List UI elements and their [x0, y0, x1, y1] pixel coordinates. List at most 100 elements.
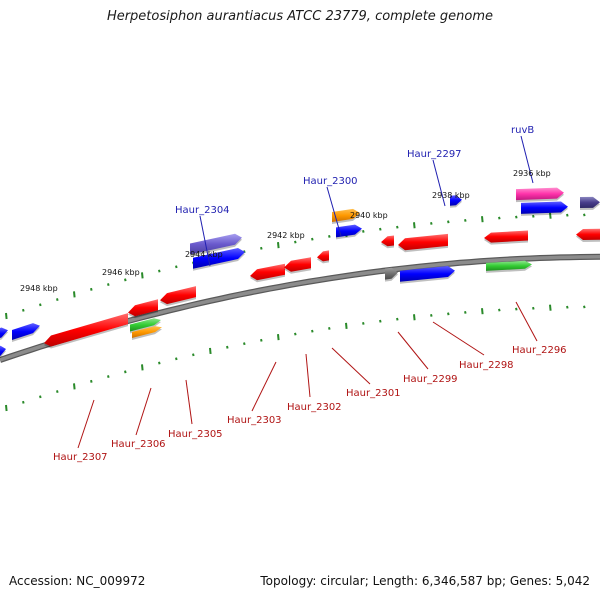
leader-line	[305, 353, 311, 398]
gene-blue-edge-a[interactable]	[0, 327, 8, 342]
scale-tick	[566, 305, 569, 309]
gene-gray[interactable]	[385, 267, 398, 282]
scale-tick	[464, 219, 467, 222]
gene-label-bottom: Haur_2306	[111, 439, 166, 450]
gene-haur-2302[interactable]	[284, 257, 311, 274]
gene-arrow	[484, 230, 528, 243]
gene-red-b[interactable]	[128, 299, 158, 319]
gene-label-leaders	[77, 135, 538, 449]
gene-haur-2300-b[interactable]	[336, 224, 362, 240]
scale-tick	[362, 230, 365, 233]
topology-value: circular	[320, 574, 365, 588]
scale-tick	[396, 317, 399, 321]
scale-tick	[226, 345, 229, 349]
gene-arrow	[336, 224, 362, 238]
scale-tick	[379, 319, 382, 323]
scale-tick	[430, 314, 433, 317]
leader-line	[515, 301, 538, 342]
scale-tick	[141, 364, 144, 371]
scale-tick	[5, 404, 8, 412]
scale-tick	[175, 357, 178, 361]
gene-label-top: ruvB	[511, 125, 534, 136]
gene-haur-2304-a[interactable]	[190, 233, 242, 257]
gene-haur-2304-b[interactable]	[193, 248, 245, 271]
scale-track-lower	[5, 304, 586, 412]
scale-tick	[141, 272, 144, 279]
scale-label: 2944 kbp	[185, 250, 223, 259]
gene-arrow	[450, 195, 462, 206]
gene-haur-2306-a[interactable]	[130, 318, 161, 334]
length-value: 6,346,587 bp	[421, 574, 502, 588]
gene-red-small[interactable]	[381, 235, 394, 249]
scale-tick	[498, 216, 501, 220]
gene-arrow	[284, 257, 311, 272]
gene-arrow	[398, 233, 448, 251]
scale-tick	[583, 213, 586, 217]
gene-haur-2307[interactable]	[44, 313, 128, 349]
scale-tick	[56, 298, 59, 301]
scale-tick	[294, 240, 297, 244]
scale-tick	[464, 311, 467, 314]
leader-line	[432, 159, 446, 207]
gene-arrow	[385, 267, 398, 280]
scale-label: 2942 kbp	[267, 231, 305, 240]
gene-haur-2299[interactable]	[398, 233, 448, 253]
gene-arrow	[12, 323, 40, 340]
gene-haur-2303[interactable]	[250, 263, 285, 283]
gene-arrow	[400, 266, 455, 282]
scale-tick	[549, 212, 552, 219]
gene-label-bottom: Haur_2301	[346, 388, 401, 399]
gene-arrow	[130, 318, 161, 332]
gene-label-bottom: Haur_2307	[53, 452, 108, 463]
gene-arrow	[576, 228, 600, 240]
gene-ruvb-b[interactable]	[521, 201, 568, 216]
accession-info: Accession: NC_009972	[9, 574, 145, 588]
gene-red-edge[interactable]	[576, 228, 600, 242]
leader-line	[185, 379, 193, 425]
leader-line	[326, 186, 342, 237]
gene-haur-2306-b[interactable]	[132, 326, 162, 340]
leader-line	[331, 347, 371, 385]
scale-tick	[515, 215, 518, 219]
gene-blue-2298[interactable]	[400, 266, 455, 284]
gene-arrow	[128, 299, 158, 317]
gene-blue-left[interactable]	[12, 323, 40, 342]
scale-tick	[107, 283, 110, 286]
scale-label: 2936 kbp	[513, 169, 551, 178]
scale-tick	[158, 361, 161, 365]
scale-label: 2940 kbp	[350, 211, 388, 220]
accession-label: Accession:	[9, 574, 73, 588]
gene-haur-2296-a[interactable]	[486, 260, 532, 273]
gene-haur-2298[interactable]	[484, 230, 528, 245]
gene-haur-2297[interactable]	[450, 195, 462, 208]
backbone-shadow	[0, 253, 600, 363]
gene-arrow	[332, 208, 360, 222]
genes-label: Genes:	[509, 574, 552, 588]
gene-blue-edge-b[interactable]	[0, 345, 6, 360]
gene-haur-2300-a[interactable]	[332, 208, 360, 224]
gene-arrow	[190, 233, 242, 255]
map-title: Herpetosiphon aurantiacus ATCC 23779, co…	[106, 9, 494, 24]
gene-slate-edge[interactable]	[580, 196, 600, 210]
map-labels: 2948 kbp 2946 kbp 2944 kbp 2942 kbp 2940 kbp…	[20, 125, 567, 463]
topology-label: Topology:	[260, 574, 317, 588]
gene-haur-2301[interactable]	[317, 250, 329, 264]
gene-features	[0, 187, 600, 360]
scale-tick	[430, 222, 433, 225]
gene-arrow	[317, 250, 329, 262]
scale-tick	[396, 225, 399, 229]
scale-tick	[260, 246, 263, 250]
scale-tick	[345, 322, 348, 329]
scale-tick	[583, 305, 586, 309]
leader-line	[199, 215, 211, 267]
scale-label: 2948 kbp	[20, 284, 58, 293]
gene-ruvb[interactable]	[516, 187, 564, 203]
gene-haur-2305[interactable]	[160, 286, 196, 307]
gene-arrow	[0, 327, 8, 339]
scale-tick	[481, 308, 484, 315]
scale-tick	[515, 307, 518, 311]
scale-tick	[481, 216, 484, 223]
gene-label-top: Haur_2297	[407, 149, 462, 160]
scale-tick	[413, 314, 416, 321]
